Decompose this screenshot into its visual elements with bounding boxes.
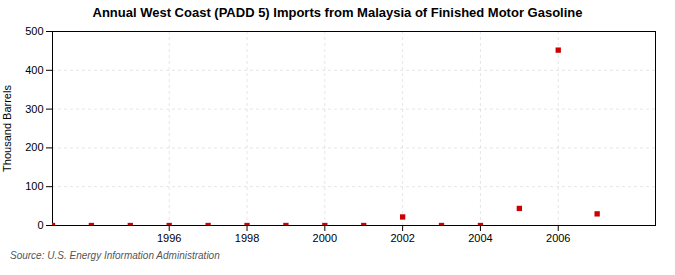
- svg-text:300: 300: [25, 103, 43, 115]
- svg-text:1996: 1996: [157, 232, 181, 244]
- svg-text:2000: 2000: [313, 232, 337, 244]
- svg-text:200: 200: [25, 141, 43, 153]
- svg-text:400: 400: [25, 64, 43, 76]
- svg-text:2004: 2004: [468, 232, 492, 244]
- svg-text:Thousand Barrels: Thousand Barrels: [1, 85, 13, 172]
- svg-text:2006: 2006: [546, 232, 570, 244]
- svg-text:500: 500: [25, 25, 43, 37]
- svg-text:0: 0: [37, 219, 43, 231]
- svg-text:1998: 1998: [235, 232, 259, 244]
- svg-text:2002: 2002: [390, 232, 414, 244]
- html-text:Annual West Coast (PADD 5) Imp: Annual West Coast (PADD 5) Imports from …: [92, 5, 583, 20]
- svg-text:100: 100: [25, 180, 43, 192]
- html-text:Source: U.S. Energy Informatio: Source: U.S. Energy Information Administ…: [10, 250, 220, 261]
